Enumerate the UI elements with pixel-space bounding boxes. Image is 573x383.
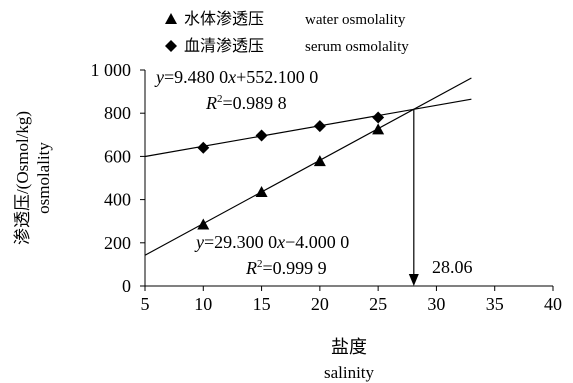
- x-tick-label: 25: [369, 294, 387, 314]
- legend-water-cn: 水体渗透压: [184, 10, 264, 28]
- y-ticks: 0 200 400 600 800 1 000: [91, 60, 145, 296]
- y-tick-label: 1 000: [91, 60, 132, 80]
- serum-data-point: [372, 111, 385, 124]
- legend-diamond-marker: [165, 40, 177, 52]
- x-tick-label: 30: [427, 294, 445, 314]
- serum-equation: y=9.480 0x+552.100 0 R2=0.989 8: [154, 67, 318, 113]
- legend-serum-en: serum osmolality: [305, 39, 409, 55]
- serum-fit-line: [144, 98, 472, 158]
- water-r-value: =0.999 9: [263, 258, 327, 278]
- y-tick-label: 800: [104, 103, 131, 123]
- water-r-exp: 2: [257, 258, 263, 270]
- water-eq-body: =29.300 0: [204, 232, 277, 252]
- serum-equation-line: y=9.480 0x+552.100 0: [154, 67, 318, 87]
- water-fit-line: [144, 77, 472, 256]
- serum-r-exp: 2: [217, 93, 223, 105]
- legend-water-en: water osmolality: [305, 12, 406, 28]
- intersection-label: 28.06: [432, 257, 473, 277]
- serum-r-value: =0.989 8: [223, 93, 287, 113]
- serum-data-point: [255, 129, 268, 142]
- serum-data-point: [197, 141, 210, 154]
- water-eq-x: x: [276, 232, 285, 252]
- x-tick-label: 10: [194, 294, 212, 314]
- x-axis-label-en: salinity: [324, 363, 375, 382]
- water-eq-y: y: [194, 232, 204, 252]
- intersection-annotation: [408, 109, 419, 286]
- water-equation: y=29.300 0x−4.000 0 R2=0.999 9: [194, 232, 349, 278]
- y-tick-label: 400: [104, 190, 131, 210]
- x-tick-label: 35: [486, 294, 504, 314]
- y-axis-label: 渗透压/(Osmol/kg) osmolality: [13, 111, 53, 245]
- serum-r2-line: R2=0.989 8: [205, 93, 287, 113]
- water-data-point: [197, 218, 210, 230]
- data-points: [197, 111, 385, 230]
- legend: 水体渗透压 water osmolality 血清渗透压 serum osmol…: [165, 10, 409, 55]
- water-data-point: [313, 155, 326, 167]
- intersection-arrow-head: [408, 274, 419, 286]
- legend-entry-serum: 血清渗透压 serum osmolality: [165, 37, 409, 55]
- water-equation-line: y=29.300 0x−4.000 0: [194, 232, 349, 252]
- x-tick-label: 5: [141, 294, 150, 314]
- x-tick-label: 20: [311, 294, 329, 314]
- y-tick-label: 600: [104, 146, 131, 166]
- x-tick-label: 40: [544, 294, 562, 314]
- legend-triangle-marker: [165, 13, 177, 24]
- fit-lines: [144, 77, 472, 256]
- water-r-label: R: [245, 258, 257, 278]
- serum-data-point: [313, 120, 326, 133]
- x-axis-label-cn: 盐度: [331, 337, 367, 357]
- serum-eq-tail: +552.100 0: [236, 67, 318, 87]
- serum-r-label: R: [205, 93, 217, 113]
- serum-eq-body: =9.480 0: [164, 67, 228, 87]
- water-data-point: [255, 186, 268, 198]
- water-r2-line: R2=0.999 9: [245, 258, 327, 278]
- x-ticks: 5 10 15 20 25 30 35 40: [141, 286, 562, 314]
- y-tick-label: 0: [122, 276, 131, 296]
- water-eq-tail: −4.000 0: [285, 232, 349, 252]
- legend-entry-water: 水体渗透压 water osmolality: [165, 10, 406, 28]
- water-data-point: [372, 123, 385, 135]
- serum-eq-y: y: [154, 67, 164, 87]
- y-axis-label-en: osmolality: [34, 142, 53, 214]
- y-axis-label-cn: 渗透压/(Osmol/kg): [13, 111, 32, 245]
- x-tick-label: 15: [253, 294, 271, 314]
- serum-eq-x: x: [227, 67, 236, 87]
- y-tick-label: 200: [104, 233, 131, 253]
- legend-serum-cn: 血清渗透压: [184, 37, 264, 55]
